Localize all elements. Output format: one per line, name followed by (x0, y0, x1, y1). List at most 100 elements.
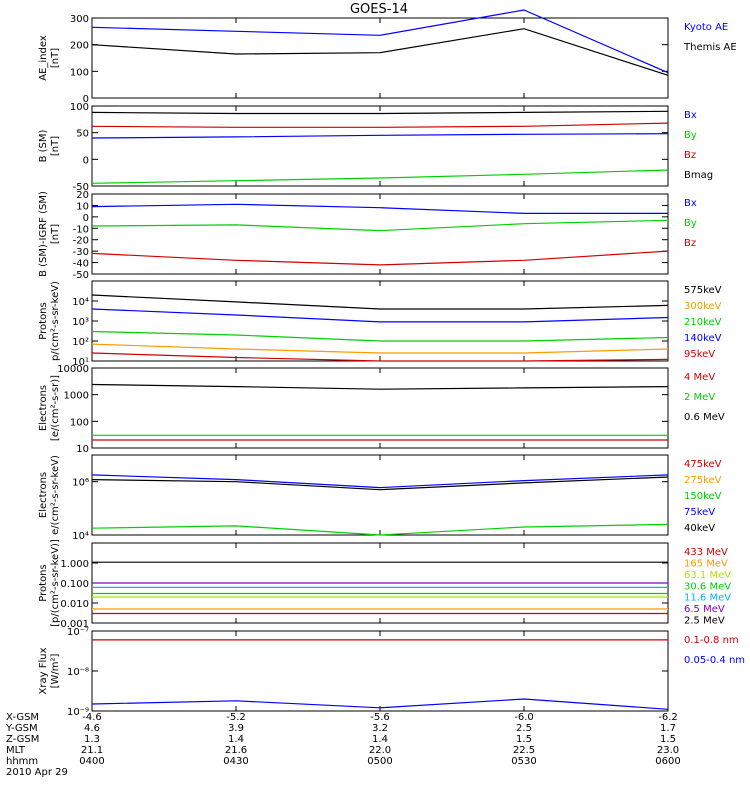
footer-value: 1.4 (372, 734, 388, 745)
series-line-0-6-mev (91, 383, 669, 390)
series-line-300kev (91, 343, 669, 354)
y-tick-label: 10⁴ (72, 531, 89, 542)
footer-value: 22.5 (513, 745, 535, 756)
series-line-bmag (91, 110, 669, 115)
legend-label: 433 MeV (684, 547, 728, 558)
legend-label: 0.05-0.4 nm (684, 655, 745, 666)
y-tick-label: -40 (73, 259, 89, 270)
footer-row-label: X-GSM (6, 712, 39, 723)
y-tick-label: 0 (83, 213, 89, 224)
legend-label: 95keV (684, 349, 715, 360)
footer-row-label: Z-GSM (6, 734, 39, 745)
y-axis-label-line: [p/(cm²-s-sr-keV)] (50, 539, 61, 627)
legend-label: 300keV (684, 301, 722, 312)
series-line-bz (91, 250, 669, 266)
y-axis-label: Protonsp/(cm²-s-sr-keV) (38, 281, 61, 361)
legend-label: 140keV (684, 333, 722, 344)
legend-label: Themis AE (683, 42, 737, 53)
y-axis-label: Electronse/(cm²-s-sr-keV) (38, 455, 61, 535)
y-tick-label: 0 (83, 155, 89, 166)
legend-label: 11.6 MeV (684, 593, 731, 604)
y-axis-label-line: e/(cm²-s-sr-keV) (50, 455, 61, 535)
y-tick-label: 100 (70, 417, 89, 428)
y-tick-label: 0 (83, 94, 89, 105)
panel-5: Electrons[e/(cm²-s-sr)] (38, 367, 669, 449)
y-axis-label-line: [nT] (50, 136, 61, 156)
panel-1: AE_index[nT] (38, 9, 669, 99)
y-axis-label-line: [nT] (50, 224, 61, 244)
y-tick-label: -20 (73, 236, 89, 247)
panel-6: Electronse/(cm²-s-sr-keV) (38, 454, 669, 536)
y-tick-label: 200 (70, 41, 89, 52)
y-tick-label: 0.001 (60, 619, 89, 630)
panel-2: B (SM)[nT] (38, 105, 669, 187)
y-tick-label: 10¹ (72, 357, 89, 368)
y-axis-label: Electrons[e/(cm²-s-sr)] (38, 375, 61, 441)
panel-frame (91, 630, 669, 712)
footer-value: -4.6 (82, 712, 102, 723)
footer-value: -5.6 (370, 712, 390, 723)
footer-value: 22.0 (369, 745, 391, 756)
legend-label: 275keV (684, 475, 722, 486)
y-axis-label: AE_index[nT] (38, 35, 61, 81)
y-tick-label: 0.100 (60, 579, 89, 590)
legend-label: 75keV (684, 507, 715, 518)
legend-label: Bx (684, 110, 697, 121)
legend-label: 30.6 MeV (684, 581, 731, 592)
panel-7: Protons[p/(cm²-s-sr-keV)] (38, 539, 669, 627)
panel-frame (91, 193, 669, 275)
y-tick-label: 0.010 (60, 599, 89, 610)
y-tick-label: 1.000 (60, 559, 89, 570)
y-tick-label: 100 (70, 102, 89, 113)
y-tick-label: 10² (72, 337, 89, 348)
y-tick-label: 10⁻⁹ (67, 707, 89, 718)
footer-value: 0500 (367, 756, 392, 767)
footer-value: 23.0 (657, 745, 679, 756)
plot-title: GOES-14 (349, 2, 408, 17)
legend-label: 4 MeV (684, 372, 715, 383)
panel-frame (91, 367, 669, 449)
legend-label: Bx (684, 198, 697, 209)
footer-value: 0600 (655, 756, 680, 767)
y-tick-label: 300 (70, 14, 89, 25)
footer-value: 1.3 (84, 734, 100, 745)
y-axis-label-line: Protons (38, 564, 49, 601)
footer-value: 2.5 (516, 723, 532, 734)
legend-label: 6.5 MeV (684, 604, 725, 615)
series-line-40kev (91, 476, 669, 491)
series-line-95kev (91, 352, 669, 362)
legend-label: By (684, 130, 697, 141)
legend-label: 575keV (684, 285, 722, 296)
footer-value: 0400 (79, 756, 104, 767)
legend-label: 0.6 MeV (684, 412, 725, 423)
footer-row-label: Y-GSM (5, 723, 38, 734)
footer-row-label: hhmm (6, 756, 38, 767)
series-line-75kev (91, 474, 669, 489)
y-tick-label: 10⁻⁸ (67, 667, 89, 678)
y-axis-label: Protons[p/(cm²-s-sr-keV)] (38, 539, 61, 627)
footer-value: 1.5 (660, 734, 676, 745)
panel-frame (91, 454, 669, 536)
y-tick-label: 10 (76, 201, 89, 212)
footer-row-label: MLT (6, 745, 26, 756)
y-tick-label: 50 (76, 129, 89, 140)
y-tick-label: 10 (76, 444, 89, 455)
series-line-140kev (91, 308, 669, 323)
y-axis-label-line: Electrons (38, 385, 49, 431)
footer-value: 1.4 (228, 734, 244, 745)
legend-label: Kyoto AE (684, 22, 728, 33)
y-axis-label: B (SM)-IGRF (SM)[nT] (38, 191, 61, 277)
legend-label: 0.1-0.8 nm (684, 635, 739, 646)
panel-frame (91, 280, 669, 362)
y-tick-label: 10⁻⁷ (67, 627, 89, 638)
legend-label: 63.1 MeV (684, 570, 731, 581)
y-axis-label-line: [nT] (50, 48, 61, 68)
footer-value: -6.2 (658, 712, 678, 723)
y-axis-label-line: Electrons (38, 472, 49, 518)
legend-label: 165 MeV (684, 558, 728, 569)
y-axis-label-line: B (SM)-IGRF (SM) (38, 191, 49, 277)
y-tick-label: 10000 (57, 364, 89, 375)
panel-4: Protonsp/(cm²-s-sr-keV) (38, 280, 669, 362)
legend-label: 475keV (684, 459, 722, 470)
